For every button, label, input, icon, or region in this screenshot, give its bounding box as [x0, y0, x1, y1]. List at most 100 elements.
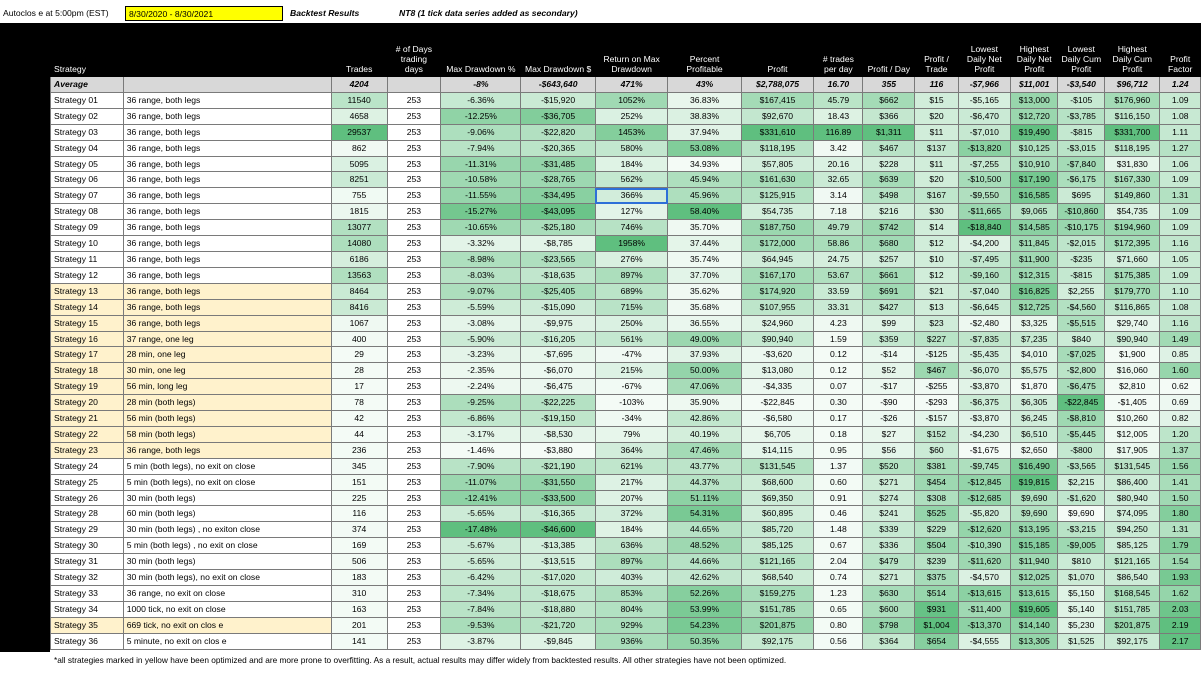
metric-cell[interactable]: $274	[862, 489, 916, 507]
metric-cell[interactable]: 236	[330, 441, 388, 459]
metric-cell[interactable]: -3.17%	[440, 425, 522, 443]
metric-cell[interactable]: -$33,500	[520, 489, 596, 507]
metric-cell[interactable]: -$8,530	[520, 425, 596, 443]
metric-cell[interactable]: 1.37	[1159, 441, 1201, 459]
metric-cell[interactable]: 215%	[594, 362, 669, 380]
metric-cell[interactable]: 45.79	[813, 91, 864, 109]
metric-cell[interactable]: 3.42	[813, 139, 864, 157]
strategy-description-cell[interactable]: 36 range, no exit on close	[122, 585, 332, 602]
metric-cell[interactable]: 36.83%	[667, 91, 742, 109]
metric-cell[interactable]: -$19,150	[520, 410, 596, 427]
metric-cell[interactable]: $56	[862, 441, 916, 459]
metric-cell[interactable]: 250%	[594, 314, 669, 332]
metric-cell[interactable]: $228	[862, 155, 916, 173]
metric-cell[interactable]: $4,010	[1010, 346, 1059, 364]
metric-cell[interactable]: -6.36%	[440, 91, 522, 109]
metric-cell[interactable]: $68,600	[740, 473, 815, 491]
strategy-description-cell[interactable]: 36 range, both legs	[122, 298, 332, 316]
metric-cell[interactable]: $13,195	[1010, 521, 1059, 539]
metric-cell[interactable]: 2.17	[1159, 632, 1201, 650]
metric-cell[interactable]: $1,900	[1104, 346, 1161, 364]
metric-cell[interactable]: $21	[914, 282, 959, 300]
metric-cell[interactable]: 217%	[594, 473, 669, 491]
metric-cell[interactable]: -12.41%	[440, 489, 522, 507]
metric-cell[interactable]: $13,305	[1010, 632, 1059, 650]
metric-cell[interactable]: 804%	[594, 600, 669, 618]
metric-cell[interactable]: 403%	[594, 569, 669, 586]
metric-cell[interactable]: -$9,975	[520, 314, 596, 332]
metric-cell[interactable]: 253	[386, 616, 442, 634]
metric-cell[interactable]: 400	[330, 330, 388, 348]
metric-cell[interactable]: 689%	[594, 282, 669, 300]
metric-cell[interactable]: -$7,695	[520, 346, 596, 364]
strategy-description-cell[interactable]: 36 range, both legs	[122, 107, 332, 125]
column-header[interactable]: Return on Max Drawdown	[594, 26, 669, 77]
metric-cell[interactable]: 253	[386, 457, 442, 475]
metric-cell[interactable]: $54,735	[1104, 203, 1161, 221]
metric-cell[interactable]: 47.06%	[667, 378, 742, 396]
metric-cell[interactable]: $71,660	[1104, 250, 1161, 268]
metric-cell[interactable]: -$13,385	[520, 537, 596, 555]
metric-cell[interactable]: $16,825	[1010, 282, 1059, 300]
metric-cell[interactable]: $17,190	[1010, 171, 1059, 189]
metric-cell[interactable]: $662	[862, 91, 916, 109]
metric-cell[interactable]: 40.19%	[667, 425, 742, 443]
metric-cell[interactable]: 13077	[330, 219, 388, 237]
strategy-name-cell[interactable]: Strategy 21	[50, 410, 124, 427]
metric-cell[interactable]: 5095	[330, 155, 388, 173]
metric-cell[interactable]: 253	[386, 235, 442, 252]
date-range-cell[interactable]: 8/30/2020 - 8/30/2021	[125, 6, 283, 21]
metric-cell[interactable]: 1.48	[813, 521, 864, 539]
metric-cell[interactable]: -3.08%	[440, 314, 522, 332]
strategy-name-cell[interactable]: Strategy 13	[50, 282, 124, 300]
metric-cell[interactable]: $216	[862, 203, 916, 221]
metric-cell[interactable]: 43.77%	[667, 457, 742, 475]
metric-cell[interactable]: $118,195	[1104, 139, 1161, 157]
metric-cell[interactable]: -$6,475	[520, 378, 596, 396]
metric-cell[interactable]: $116,865	[1104, 298, 1161, 316]
average-cell[interactable]: $96,712	[1104, 76, 1161, 93]
strategy-description-cell[interactable]: 36 range, both legs	[122, 123, 332, 141]
average-cell[interactable]	[386, 76, 442, 93]
metric-cell[interactable]: -$46,600	[520, 521, 596, 539]
metric-cell[interactable]: $810	[1057, 553, 1106, 571]
metric-cell[interactable]: $331,700	[1104, 123, 1161, 141]
metric-cell[interactable]: $168,545	[1104, 585, 1161, 602]
metric-cell[interactable]: $60	[914, 441, 959, 459]
metric-cell[interactable]: $339	[862, 521, 916, 539]
metric-cell[interactable]: 0.30	[813, 394, 864, 412]
metric-cell[interactable]: -$3,565	[1057, 457, 1106, 475]
metric-cell[interactable]: 1.09	[1159, 203, 1201, 221]
metric-cell[interactable]: $10,910	[1010, 155, 1059, 173]
metric-cell[interactable]: 42.86%	[667, 410, 742, 427]
metric-cell[interactable]: 1.59	[813, 330, 864, 348]
metric-cell[interactable]: 1.54	[1159, 553, 1201, 571]
metric-cell[interactable]: 253	[386, 521, 442, 539]
metric-cell[interactable]: 13563	[330, 266, 388, 284]
metric-cell[interactable]: $1,311	[862, 123, 916, 141]
metric-cell[interactable]: $427	[862, 298, 916, 316]
metric-cell[interactable]: $179,770	[1104, 282, 1161, 300]
metric-cell[interactable]: $85,125	[1104, 537, 1161, 555]
metric-cell[interactable]: $57,805	[740, 155, 815, 173]
average-cell[interactable]: 16.70	[813, 76, 864, 93]
metric-cell[interactable]: 38.83%	[667, 107, 742, 125]
column-header[interactable]: Profit	[740, 26, 815, 77]
metric-cell[interactable]: 0.56	[813, 632, 864, 650]
metric-cell[interactable]: 897%	[594, 553, 669, 571]
metric-cell[interactable]: 506	[330, 553, 388, 571]
metric-cell[interactable]: -$22,845	[740, 394, 815, 412]
metric-cell[interactable]: 8464	[330, 282, 388, 300]
metric-cell[interactable]: 184%	[594, 155, 669, 173]
metric-cell[interactable]: 0.60	[813, 473, 864, 491]
metric-cell[interactable]: -$10,390	[957, 537, 1012, 555]
metric-cell[interactable]: $2,650	[1010, 441, 1059, 459]
metric-cell[interactable]: -$157	[914, 410, 959, 427]
metric-cell[interactable]: 253	[386, 378, 442, 396]
metric-cell[interactable]: 276%	[594, 250, 669, 268]
metric-cell[interactable]: -$13,820	[957, 139, 1012, 157]
metric-cell[interactable]: 0.07	[813, 378, 864, 396]
metric-cell[interactable]: $336	[862, 537, 916, 555]
metric-cell[interactable]: $12,025	[1010, 569, 1059, 586]
metric-cell[interactable]: $308	[914, 489, 959, 507]
